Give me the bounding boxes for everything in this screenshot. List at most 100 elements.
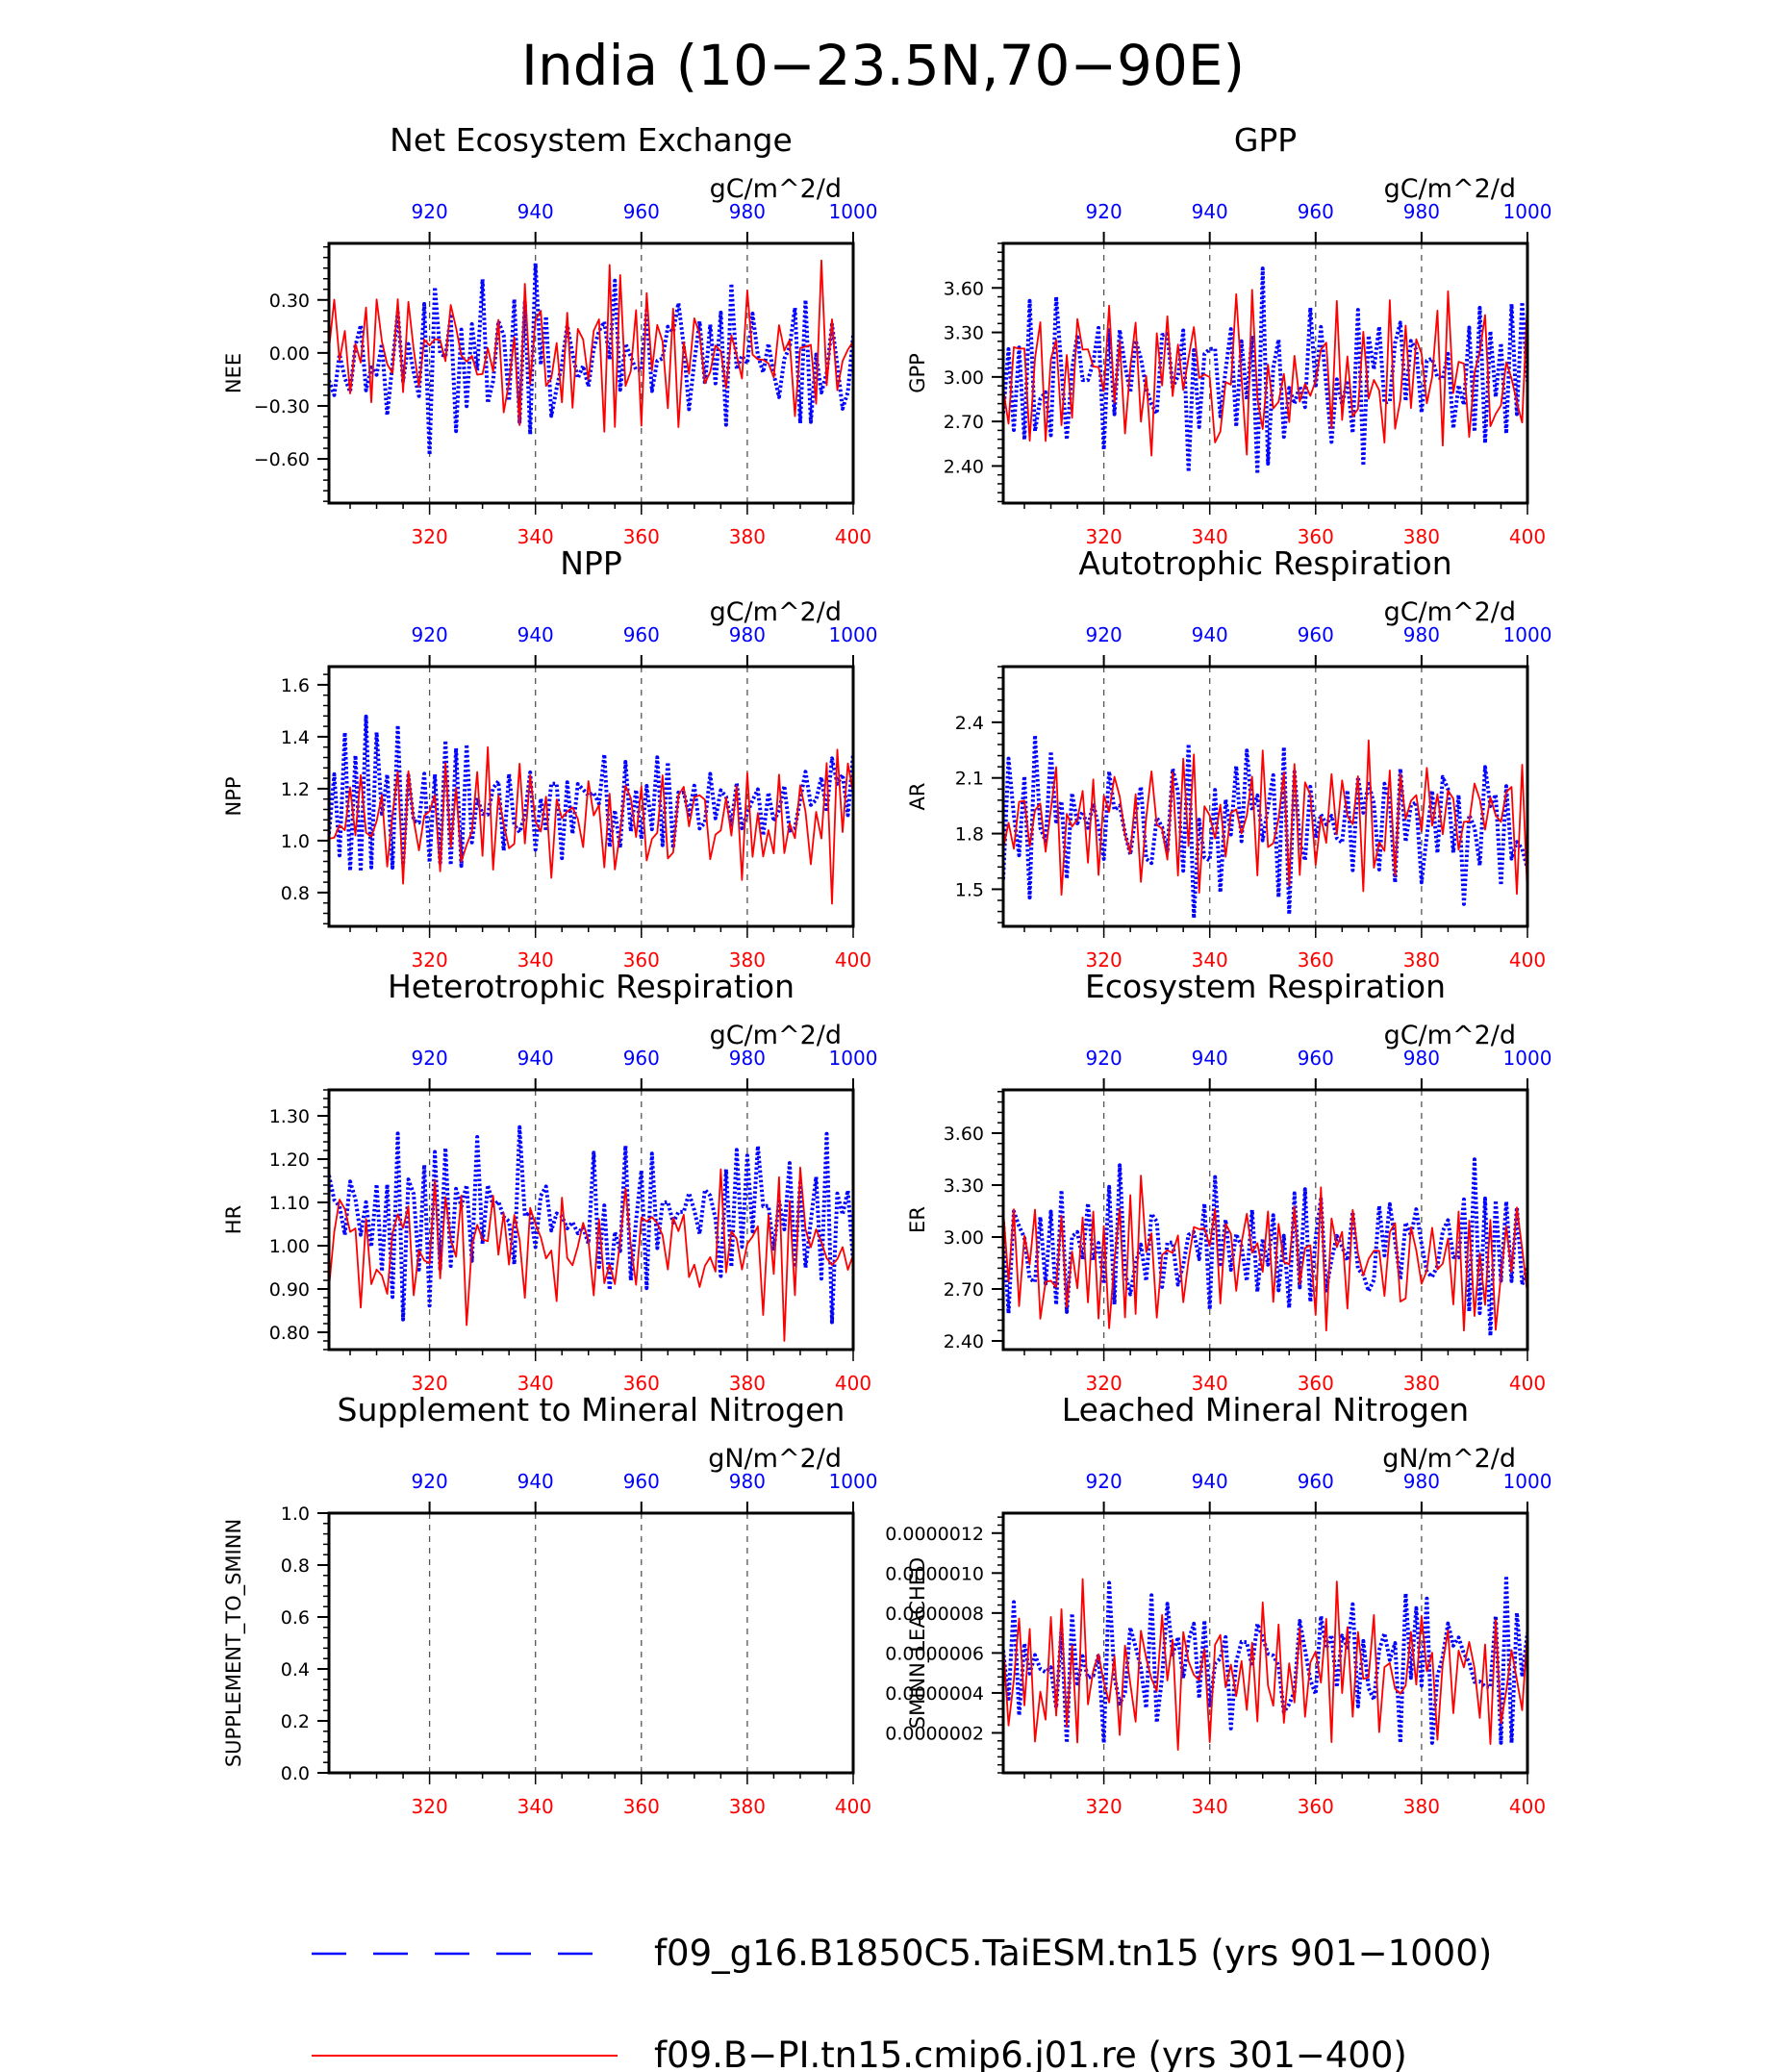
units-label: gC/m^2/d xyxy=(1384,1021,1516,1050)
legend-label-1: f09_g16.B1850C5.TaiESM.tn15 (yrs 901−100… xyxy=(654,1933,1492,1974)
panel-title: Heterotrophic Respiration xyxy=(388,968,795,1005)
x-top-tick-label: 1000 xyxy=(1503,623,1552,646)
x-top-tick-label: 960 xyxy=(1298,200,1334,223)
x-top-tick-label: 920 xyxy=(412,623,448,646)
x-bottom-tick-label: 400 xyxy=(835,1372,871,1395)
x-top-tick-label: 920 xyxy=(1086,1047,1123,1070)
y-tick-label: 1.0 xyxy=(281,831,310,852)
series-line-cmip6 xyxy=(329,1166,853,1342)
x-bottom-tick-label: 360 xyxy=(623,948,660,972)
x-top-tick-label: 980 xyxy=(1403,1470,1440,1493)
series-line-cmip6 xyxy=(1003,289,1527,457)
series-line-cmip6 xyxy=(1003,1578,1527,1751)
x-bottom-tick-label: 320 xyxy=(1086,1372,1123,1395)
y-tick-label: 0.0000004 xyxy=(885,1683,984,1705)
y-tick-label: 1.4 xyxy=(281,727,310,748)
chart-panel-5: Heterotrophic Respiration gC/m^2/d 0.80 0.9… xyxy=(222,968,877,1395)
x-top-tick-label: 1000 xyxy=(1503,200,1552,223)
plot-frame xyxy=(1001,1511,1529,1775)
x-top-tick-label: 960 xyxy=(623,200,660,223)
series-line-cmip6 xyxy=(1003,739,1527,897)
y-tick-label: 3.30 xyxy=(944,1175,984,1197)
x-top-tick-label: 980 xyxy=(1403,1047,1440,1070)
x-bottom-tick-label: 360 xyxy=(623,525,660,548)
x-top-tick-label: 920 xyxy=(1086,200,1123,223)
x-bottom-tick-label: 320 xyxy=(1086,948,1123,972)
panel-title: NPP xyxy=(560,544,622,582)
panel-title: GPP xyxy=(1234,121,1297,159)
y-axis-label: SUPPLEMENT_TO_SMINN xyxy=(222,1519,246,1767)
y-tick-label: 1.20 xyxy=(269,1150,310,1171)
y-tick-label: 0.6 xyxy=(281,1607,310,1629)
panel-title: Leached Mineral Nitrogen xyxy=(1062,1391,1469,1428)
x-top-tick-label: 940 xyxy=(1192,1047,1228,1070)
units-label: gN/m^2/d xyxy=(708,1444,842,1474)
x-top-tick-label: 980 xyxy=(1403,623,1440,646)
y-tick-label: 1.10 xyxy=(269,1193,310,1214)
x-bottom-tick-label: 340 xyxy=(1192,1795,1228,1818)
y-tick-label: 0.8 xyxy=(281,883,310,904)
y-tick-label: 0.0000002 xyxy=(885,1723,984,1744)
plot-frame xyxy=(1001,241,1529,505)
units-label: gC/m^2/d xyxy=(710,174,842,204)
y-tick-label: 0.0000006 xyxy=(885,1643,984,1664)
y-tick-label: −0.60 xyxy=(254,449,310,470)
y-axis-label: NPP xyxy=(222,776,245,816)
y-tick-label: 2.40 xyxy=(944,456,984,477)
x-top-tick-label: 920 xyxy=(1086,623,1123,646)
x-bottom-tick-label: 400 xyxy=(1509,1795,1546,1818)
x-bottom-tick-label: 340 xyxy=(517,1372,554,1395)
x-bottom-tick-label: 340 xyxy=(1192,525,1228,548)
y-tick-label: 1.5 xyxy=(955,879,984,900)
y-tick-label: 2.1 xyxy=(955,769,984,790)
x-bottom-tick-label: 320 xyxy=(412,525,448,548)
x-top-tick-label: 920 xyxy=(412,1470,448,1493)
x-bottom-tick-label: 340 xyxy=(1192,948,1228,972)
y-axis-label: NEE xyxy=(222,353,245,393)
y-tick-label: 0.00 xyxy=(269,343,310,365)
panel-title: Autotrophic Respiration xyxy=(1078,544,1451,582)
x-top-tick-label: 960 xyxy=(1298,1470,1334,1493)
series-line-cmip6 xyxy=(329,259,853,433)
x-top-tick-label: 980 xyxy=(729,623,766,646)
y-tick-label: 1.2 xyxy=(281,779,310,800)
x-top-tick-label: 940 xyxy=(1192,623,1228,646)
x-bottom-tick-label: 340 xyxy=(517,948,554,972)
x-bottom-tick-label: 360 xyxy=(623,1795,660,1818)
chart-panel-2: GPP gC/m^2/d 2.40 2.70 3.00 3.30 3.60 GPP 320 340… xyxy=(906,121,1552,548)
series-line-taiesm xyxy=(329,1124,853,1325)
x-top-tick-label: 1000 xyxy=(1503,1470,1552,1493)
x-bottom-tick-label: 340 xyxy=(517,1795,554,1818)
y-tick-label: 3.60 xyxy=(944,1124,984,1145)
plot-frame xyxy=(1001,1088,1529,1352)
x-bottom-tick-label: 360 xyxy=(623,1372,660,1395)
plot-frame xyxy=(327,1511,855,1775)
figure-title: India (10−23.5N,70−90E) xyxy=(521,33,1245,98)
x-top-tick-label: 1000 xyxy=(829,1047,878,1070)
y-tick-label: 2.4 xyxy=(955,713,984,734)
chart-panel-7: Supplement to Mineral Nitrogen gN/m^2/d 0.… xyxy=(222,1391,877,1818)
x-bottom-tick-label: 400 xyxy=(1509,525,1546,548)
x-bottom-tick-label: 360 xyxy=(1298,1372,1334,1395)
y-tick-label: 1.00 xyxy=(269,1236,310,1257)
y-tick-label: 2.40 xyxy=(944,1331,984,1352)
x-bottom-tick-label: 320 xyxy=(412,948,448,972)
x-bottom-tick-label: 400 xyxy=(835,1795,871,1818)
x-top-tick-label: 920 xyxy=(1086,1470,1123,1493)
y-axis-label: SMINN_LEACHED xyxy=(906,1557,930,1729)
x-bottom-tick-label: 400 xyxy=(1509,1372,1546,1395)
y-tick-label: 3.00 xyxy=(944,367,984,389)
x-top-tick-label: 940 xyxy=(1192,200,1228,223)
panel-title: Net Ecosystem Exchange xyxy=(390,121,793,159)
x-bottom-tick-label: 400 xyxy=(835,948,871,972)
y-axis-label: AR xyxy=(906,783,929,811)
panel-title: Supplement to Mineral Nitrogen xyxy=(338,1391,845,1428)
y-tick-label: 3.00 xyxy=(944,1227,984,1249)
x-bottom-tick-label: 320 xyxy=(1086,1795,1123,1818)
x-top-tick-label: 940 xyxy=(1192,1470,1228,1493)
panel-title: Ecosystem Respiration xyxy=(1085,968,1446,1005)
x-bottom-tick-label: 380 xyxy=(1403,1372,1440,1395)
series-line-cmip6 xyxy=(329,745,853,905)
